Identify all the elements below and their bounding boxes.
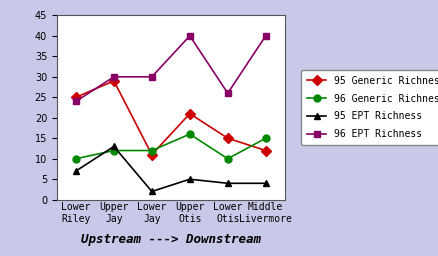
- Text: Upstream ---> Downstream: Upstream ---> Downstream: [81, 233, 261, 246]
- Legend: 95 Generic Richness, 96 Generic Richness, 95 EPT Richness, 96 EPT Richness: 95 Generic Richness, 96 Generic Richness…: [301, 70, 438, 145]
